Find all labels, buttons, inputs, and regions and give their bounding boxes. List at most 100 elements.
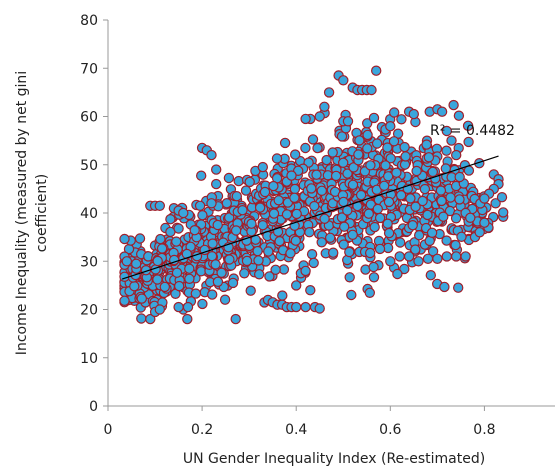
y-tick-label: 0 <box>89 399 98 415</box>
data-point <box>231 190 242 202</box>
data-point <box>173 280 185 292</box>
data-point <box>286 170 297 181</box>
data-point <box>474 227 485 238</box>
data-point <box>197 298 208 310</box>
data-point <box>190 288 201 299</box>
data-point <box>306 248 318 260</box>
data-point <box>136 313 147 324</box>
data-point <box>277 290 288 301</box>
data-point <box>338 239 349 250</box>
data-point <box>263 246 274 257</box>
axes-layer: 0 10 20 30 40 50 60 70 80 0 0.2 0.4 0.6 0.8 <box>80 13 555 438</box>
data-point <box>395 237 406 248</box>
data-point <box>454 194 465 205</box>
data-point <box>399 263 410 275</box>
data-point <box>422 253 434 264</box>
data-point <box>210 178 222 190</box>
data-point <box>319 213 330 224</box>
data-point <box>400 151 411 162</box>
data-point <box>184 263 195 274</box>
data-point <box>410 201 421 212</box>
data-point <box>195 170 207 181</box>
data-point <box>312 142 323 154</box>
data-point <box>206 198 217 209</box>
data-point <box>342 205 353 216</box>
data-point <box>237 204 248 216</box>
data-point <box>240 185 252 196</box>
data-point <box>385 256 396 267</box>
data-point <box>425 270 436 281</box>
data-point <box>463 136 474 148</box>
data-point <box>371 65 382 76</box>
data-point <box>369 221 380 233</box>
data-point <box>374 243 386 255</box>
y-tick-label: 50 <box>80 158 98 174</box>
data-point <box>479 217 490 228</box>
data-point <box>365 247 376 259</box>
data-point <box>339 221 350 232</box>
data-point <box>382 142 393 153</box>
data-point <box>325 232 336 243</box>
data-point <box>414 229 425 241</box>
data-point <box>206 289 218 300</box>
data-point <box>450 239 461 251</box>
y-tick-label: 70 <box>80 61 98 77</box>
data-point <box>197 209 208 221</box>
data-point <box>426 227 438 238</box>
data-point <box>309 200 320 212</box>
data-point <box>353 149 364 160</box>
data-point <box>152 255 163 267</box>
data-point <box>253 255 264 266</box>
data-point <box>314 303 325 314</box>
data-point <box>173 301 184 313</box>
data-point <box>173 223 184 234</box>
data-point <box>411 165 422 177</box>
data-point <box>408 108 419 120</box>
y-tick-label: 30 <box>80 254 98 270</box>
x-tick-label: 0.6 <box>379 422 401 438</box>
data-point <box>427 166 438 178</box>
data-point <box>399 141 410 153</box>
data-point <box>155 233 166 245</box>
data-point <box>270 264 281 275</box>
data-point <box>241 255 253 267</box>
data-point <box>268 208 280 219</box>
data-point <box>274 235 285 247</box>
data-point <box>210 164 222 175</box>
data-point <box>385 120 396 132</box>
y-tick-label: 40 <box>80 206 98 222</box>
data-point <box>241 235 252 246</box>
data-point <box>182 301 194 313</box>
data-point <box>347 229 358 240</box>
data-point <box>171 267 183 278</box>
data-point <box>311 169 322 180</box>
data-point <box>199 244 210 256</box>
data-point <box>348 162 359 173</box>
data-point <box>259 186 271 198</box>
x-tick-label: 0.2 <box>191 422 213 438</box>
data-point <box>479 193 490 204</box>
data-point <box>264 271 275 282</box>
data-point <box>338 157 349 168</box>
data-point <box>347 179 359 190</box>
data-point <box>451 149 462 161</box>
data-point <box>368 112 380 124</box>
data-point <box>421 139 432 150</box>
data-point <box>403 251 415 262</box>
y-tick-label: 10 <box>80 351 98 367</box>
data-point <box>307 134 319 145</box>
data-point <box>362 129 373 141</box>
data-point <box>279 137 291 149</box>
data-point <box>453 282 464 293</box>
data-point <box>178 207 189 219</box>
y-tick-label: 80 <box>80 13 98 29</box>
data-point <box>413 256 424 267</box>
data-point <box>327 147 338 158</box>
data-point <box>328 247 339 258</box>
data-point <box>490 198 501 209</box>
data-point <box>405 193 416 204</box>
data-point <box>159 281 170 293</box>
data-point <box>435 185 447 196</box>
data-point <box>436 106 448 117</box>
